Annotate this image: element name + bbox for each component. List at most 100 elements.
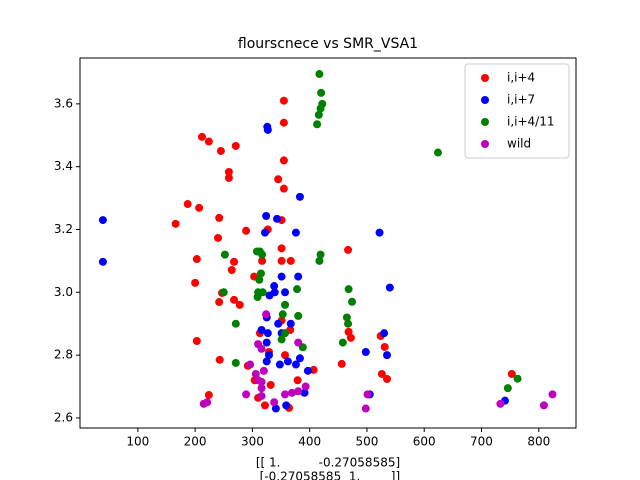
point [315, 70, 324, 79]
legend-marker [481, 140, 489, 148]
point [275, 360, 284, 369]
point [263, 122, 272, 131]
point [273, 214, 282, 223]
point [282, 401, 291, 410]
point [277, 256, 286, 265]
point [496, 399, 505, 408]
point [274, 319, 283, 328]
x-tick-label: 800 [527, 435, 550, 449]
legend-label: wild [507, 137, 531, 151]
point [338, 338, 347, 347]
point [270, 282, 279, 291]
point [278, 310, 287, 319]
point [277, 244, 286, 253]
point [344, 285, 353, 294]
point [98, 257, 107, 266]
point [214, 233, 223, 242]
point [300, 388, 309, 397]
point [295, 354, 304, 363]
legend-label: i,i+7 [507, 93, 535, 107]
point [246, 360, 255, 369]
point [260, 228, 269, 237]
point [281, 329, 290, 338]
point [314, 110, 323, 119]
point [293, 285, 302, 294]
point [242, 390, 251, 399]
y-tick-label: 2.8 [54, 348, 73, 362]
point [344, 319, 353, 328]
point [293, 376, 302, 385]
point [279, 184, 288, 193]
point [195, 203, 204, 212]
point [257, 391, 266, 400]
point [257, 384, 266, 393]
point [231, 141, 240, 150]
point [219, 288, 228, 297]
point [265, 291, 274, 300]
point [270, 398, 279, 407]
point [342, 313, 351, 322]
x-tick-label: 700 [470, 435, 493, 449]
point [183, 200, 192, 209]
point [231, 358, 240, 367]
point [220, 250, 229, 259]
point [227, 266, 236, 275]
point [258, 256, 267, 265]
point [295, 192, 304, 201]
point [503, 384, 512, 393]
point [255, 275, 264, 284]
point [286, 319, 295, 328]
point [315, 256, 324, 265]
chart-title: flourscnece vs SMR_VSA1 [238, 36, 418, 52]
point [363, 390, 372, 399]
point [204, 137, 213, 146]
point [235, 300, 244, 309]
point [215, 355, 224, 364]
point [281, 351, 290, 360]
x-tick-label: 500 [355, 435, 378, 449]
point [361, 347, 370, 356]
point [277, 272, 286, 281]
point [348, 297, 357, 306]
point [279, 156, 288, 165]
point [303, 366, 312, 375]
y-tick-label: 3.6 [54, 96, 73, 110]
point [548, 390, 557, 399]
point [337, 359, 346, 368]
point [242, 226, 251, 235]
point [262, 310, 271, 319]
y-tick-label: 3.0 [54, 285, 73, 299]
point [344, 327, 353, 336]
legend-marker [481, 118, 489, 126]
y-tick-label: 3.2 [54, 222, 73, 236]
legend-label: i,i+4 [507, 71, 535, 85]
point [291, 228, 300, 237]
point [262, 338, 271, 347]
legend-box [464, 63, 570, 159]
point [375, 228, 384, 237]
x-tick-label: 100 [126, 435, 149, 449]
x-axis-label: [[ 1. -0.27058585] [256, 456, 400, 470]
point [294, 387, 303, 396]
point [507, 369, 516, 378]
point [317, 88, 326, 97]
point [316, 104, 325, 113]
x-axis-label: [-0.27058585 1. ]] [256, 470, 400, 480]
point [281, 300, 290, 309]
point [433, 148, 442, 157]
point [344, 245, 353, 254]
point [171, 219, 180, 228]
y-tick-label: 3.4 [54, 159, 73, 173]
point [260, 401, 269, 410]
point [192, 336, 201, 345]
point [98, 216, 107, 225]
point [224, 173, 233, 182]
point [203, 398, 212, 407]
point [197, 132, 206, 141]
point [313, 120, 322, 129]
point [216, 146, 225, 155]
point [224, 168, 233, 177]
x-tick-label: 300 [241, 435, 264, 449]
x-tick-label: 600 [413, 435, 436, 449]
